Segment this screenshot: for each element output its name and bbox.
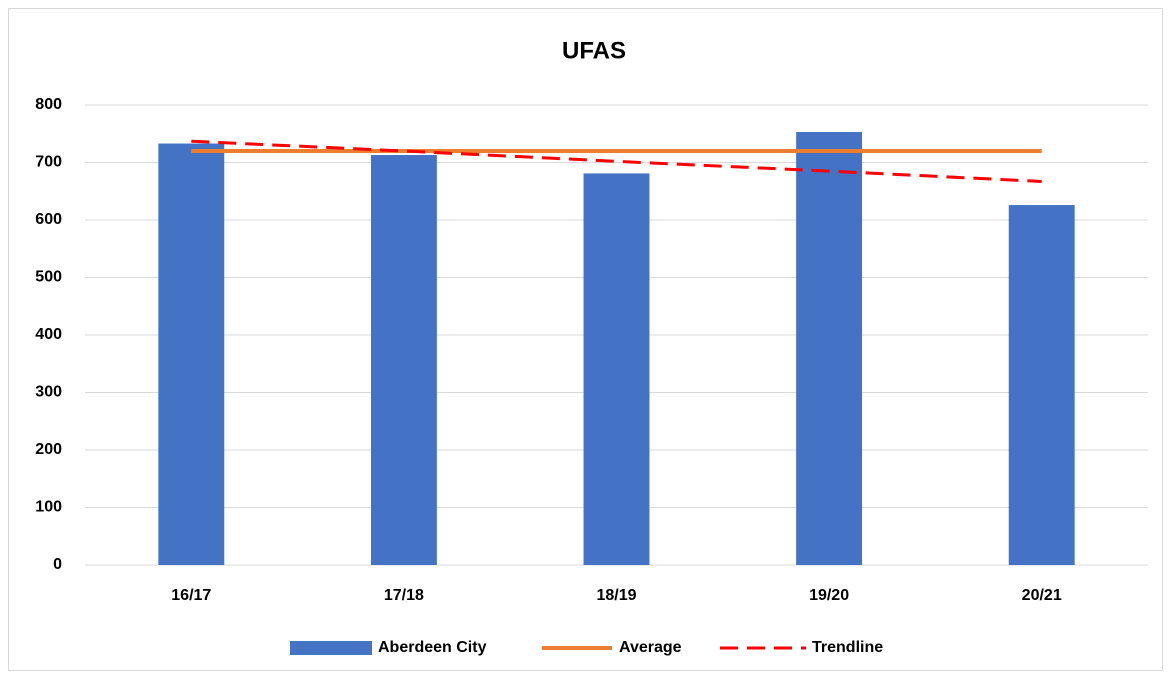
- y-tick-label: 700: [35, 154, 62, 171]
- x-tick-label: 19/20: [809, 587, 849, 604]
- bar: [1008, 205, 1075, 566]
- bar: [370, 155, 437, 565]
- legend-label: Trendline: [812, 639, 883, 656]
- y-tick-label: 800: [35, 96, 62, 113]
- chart-title: UFAS: [562, 37, 626, 64]
- y-tick-label: 200: [35, 441, 62, 458]
- y-tick-label: 500: [35, 269, 62, 286]
- y-tick-label: 400: [35, 326, 62, 343]
- bar: [583, 173, 650, 566]
- legend-label: Average: [619, 639, 682, 656]
- trendline: [191, 139, 1042, 183]
- legend-label: Aberdeen City: [378, 639, 487, 656]
- bar: [158, 143, 225, 565]
- x-tick-label: 20/21: [1022, 587, 1062, 604]
- y-tick-label: 100: [35, 499, 62, 516]
- y-tick-label: 0: [53, 556, 62, 573]
- bar: [796, 132, 863, 565]
- legend-swatch: [290, 641, 372, 655]
- x-tick-label: 18/19: [596, 587, 636, 604]
- y-tick-label: 300: [35, 384, 62, 401]
- y-tick-label: 600: [35, 211, 62, 228]
- x-tick-label: 17/18: [384, 587, 424, 604]
- x-tick-label: 16/17: [171, 587, 211, 604]
